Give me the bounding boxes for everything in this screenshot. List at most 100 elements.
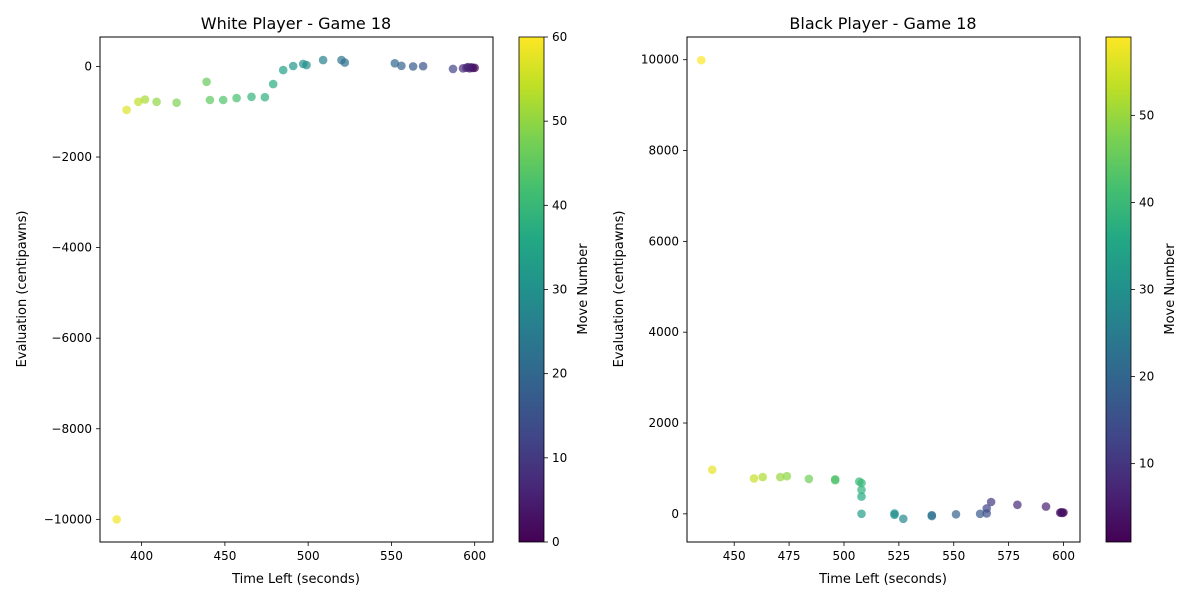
data-point <box>951 510 961 519</box>
x-tick-label: 575 <box>997 549 1020 563</box>
y-tick-label: 2000 <box>648 416 679 430</box>
y-tick-label: 0 <box>671 507 679 521</box>
x-tick-label: 450 <box>723 549 746 563</box>
y-tick-label: −10000 <box>44 512 92 526</box>
colorbar-tick-label: 30 <box>1139 283 1154 297</box>
data-point <box>218 95 228 105</box>
x-axis-ticks: 450 475 500 525 550 575 600 <box>723 542 1075 563</box>
data-point <box>268 79 278 89</box>
colorbar <box>1105 36 1132 543</box>
colorbar-tick-label: 10 <box>552 451 567 465</box>
data-point <box>337 55 346 65</box>
data-point <box>804 474 814 484</box>
data-point <box>390 59 400 68</box>
data-point <box>152 97 161 107</box>
y-tick-label: −8000 <box>51 422 92 436</box>
data-point <box>172 98 181 107</box>
y-tick-label: 6000 <box>648 234 679 248</box>
chart-title: Black Player - Game 18 <box>789 14 976 33</box>
data-point <box>758 472 767 482</box>
y-tick-label: −6000 <box>51 331 92 345</box>
white-player-panel: White Player - Game 18 Time Left (second… <box>15 14 591 587</box>
x-tick-label: 400 <box>130 549 153 563</box>
data-point <box>1013 500 1022 510</box>
x-tick-label: 600 <box>463 549 486 563</box>
data-point <box>975 509 985 519</box>
data-point <box>140 95 150 104</box>
y-tick-label: −4000 <box>51 241 92 255</box>
colorbar-tick-label: 10 <box>1139 457 1154 471</box>
data-point <box>1055 508 1065 517</box>
data-point <box>458 64 468 73</box>
data-point <box>830 475 840 484</box>
data-point <box>205 95 215 105</box>
y-tick-label: 4000 <box>648 325 679 339</box>
x-tick-label: 500 <box>297 549 320 563</box>
colorbar-tick-label: 30 <box>552 283 567 297</box>
x-tick-label: 450 <box>213 549 236 563</box>
colorbar-label: Move Number <box>576 243 591 335</box>
data-point <box>1041 502 1051 511</box>
x-tick-label: 550 <box>380 549 403 563</box>
data-point <box>232 93 241 103</box>
y-axis-ticks: 0 2000 4000 6000 8000 10000 <box>641 53 687 521</box>
data-point <box>112 515 121 524</box>
data-point <box>982 509 991 518</box>
data-point <box>418 61 428 71</box>
colorbar-tick-label: 50 <box>1139 108 1154 122</box>
y-axis-ticks: 0 −2000 −4000 −6000 −8000 −10000 <box>44 59 100 526</box>
black-player-panel: Black Player - Game 18 Time Left (second… <box>612 14 1178 587</box>
data-point <box>134 97 143 107</box>
colorbar-ticks: 10 20 30 40 50 <box>1131 108 1154 471</box>
x-tick-label: 475 <box>778 549 801 563</box>
data-point <box>397 61 406 71</box>
data-point <box>318 55 328 65</box>
data-point <box>408 62 418 71</box>
plot-area-frame <box>99 36 494 543</box>
y-axis-label: Evaluation (centipawns) <box>15 211 30 368</box>
colorbar-tick-label: 40 <box>1139 195 1154 209</box>
y-tick-label: 8000 <box>648 144 679 158</box>
plot-area-frame <box>686 36 1081 543</box>
colorbar <box>518 36 545 543</box>
data-point <box>298 59 308 69</box>
data-point <box>122 105 131 115</box>
chart-title: White Player - Game 18 <box>201 14 391 33</box>
y-tick-label: −2000 <box>51 150 92 164</box>
x-axis-label: Time Left (seconds) <box>231 572 360 587</box>
y-axis-label: Evaluation (centipawns) <box>612 211 627 368</box>
x-tick-label: 500 <box>833 549 856 563</box>
data-point <box>857 492 866 501</box>
data-point <box>202 77 211 87</box>
data-point <box>749 474 759 483</box>
colorbar-tick-label: 20 <box>1139 370 1154 384</box>
scatter-points <box>697 55 1068 524</box>
data-point <box>986 497 996 507</box>
data-point <box>927 511 937 521</box>
y-tick-label: 0 <box>84 59 92 73</box>
x-tick-label: 600 <box>1052 549 1075 563</box>
x-axis-ticks: 400 450 500 550 600 <box>130 542 486 563</box>
x-tick-label: 525 <box>887 549 910 563</box>
colorbar-tick-label: 60 <box>552 30 567 44</box>
data-point <box>278 65 288 75</box>
data-point <box>776 472 785 482</box>
data-point <box>857 509 866 519</box>
y-tick-label: 10000 <box>641 53 679 67</box>
data-point <box>697 55 706 65</box>
data-point <box>260 92 270 102</box>
data-point <box>855 477 864 486</box>
x-axis-label: Time Left (seconds) <box>818 572 947 587</box>
data-point <box>857 485 866 495</box>
data-point <box>890 509 899 518</box>
data-point <box>707 465 717 475</box>
colorbar-ticks: 0 10 20 30 40 50 60 <box>544 30 567 549</box>
x-tick-label: 550 <box>942 549 965 563</box>
data-point <box>288 61 298 71</box>
data-point <box>782 471 792 481</box>
colorbar-tick-label: 0 <box>552 535 560 549</box>
colorbar-tick-label: 50 <box>552 114 567 128</box>
data-point <box>247 92 256 102</box>
